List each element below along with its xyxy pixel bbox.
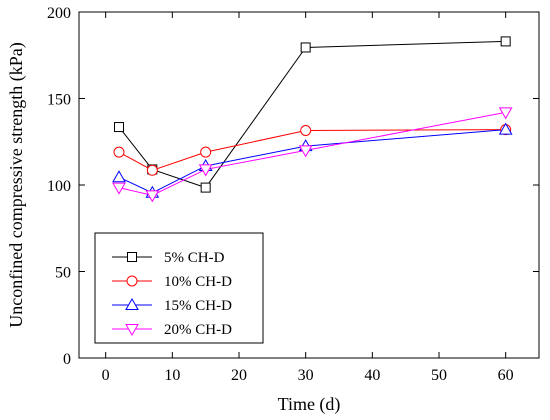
series-line-4: [118, 111, 506, 196]
y-tick-label: 100: [47, 178, 71, 195]
data-point-series-4: [198, 164, 213, 177]
data-point-series-2: [200, 146, 212, 158]
data-point-series-1: [114, 122, 124, 133]
series-markers: [112, 36, 513, 203]
legend-marker-1: [127, 252, 137, 262]
x-tick-label: 30: [298, 367, 314, 384]
x-tick-label: 0: [102, 367, 110, 384]
x-axis-title: Time (d): [278, 394, 341, 415]
x-tick-label: 60: [498, 367, 514, 384]
data-point-series-4: [298, 145, 313, 158]
legend-marker-4: [125, 324, 139, 337]
x-tick-label: 40: [364, 367, 380, 384]
data-point-series-4: [145, 190, 160, 203]
y-tick-label: 0: [63, 351, 71, 368]
legend-box: [94, 232, 264, 344]
series-line-2: [118, 129, 506, 171]
axis-ticks: 0 10 20 30 40 50 60 0 50 100 150 200: [47, 5, 539, 384]
y-tick-label: 50: [55, 265, 71, 282]
data-point-series-4: [498, 107, 513, 120]
series-line-1: [118, 40, 506, 189]
data-point-series-3: [112, 170, 126, 183]
legend-marker-3: [125, 297, 139, 310]
legend-label-4: 20% CH-D: [164, 322, 232, 338]
data-point-series-1: [300, 42, 311, 53]
y-axis-title: Unconfined compressive strength (kPa): [6, 42, 27, 327]
data-point-series-3: [498, 122, 513, 135]
data-point-series-4: [112, 182, 126, 195]
legend-marker-2: [126, 275, 138, 287]
data-point-series-2: [300, 125, 312, 137]
legend: 5% CH-D 10% CH-D 15% CH-D 20% CH-D: [94, 232, 264, 344]
legend-label-3: 15% CH-D: [164, 298, 232, 314]
x-tick-label: 50: [431, 367, 447, 384]
legend-label-2: 10% CH-D: [164, 274, 232, 290]
x-tick-label: 20: [231, 367, 247, 384]
series-lines: [118, 40, 506, 196]
data-point-series-1: [200, 182, 211, 193]
data-point-series-2: [146, 164, 158, 176]
data-point-series-2: [113, 146, 125, 158]
data-point-series-1: [500, 36, 511, 47]
legend-label-1: 5% CH-D: [164, 250, 225, 266]
y-tick-label: 200: [47, 5, 71, 22]
y-tick-label: 150: [47, 92, 71, 109]
x-tick-label: 10: [164, 367, 180, 384]
